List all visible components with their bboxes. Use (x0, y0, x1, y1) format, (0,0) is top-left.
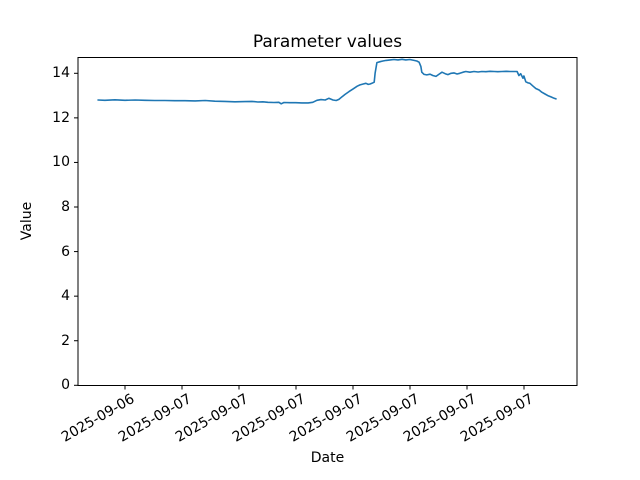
chart-title: Parameter values (252, 32, 403, 52)
x-axis-label: Date (310, 450, 345, 466)
y-tick-label: 4 (61, 288, 70, 305)
axes-frame (77, 57, 578, 386)
y-tick-label: 14 (52, 65, 70, 82)
y-tick-label: 10 (52, 154, 70, 171)
y-tick-label: 8 (61, 199, 70, 215)
y-tick-label: 0 (61, 377, 70, 394)
y-tick-label: 2 (61, 332, 70, 349)
y-tick-label: 12 (52, 109, 70, 126)
y-tick-label: 6 (61, 243, 70, 260)
data-line (97, 58, 557, 105)
